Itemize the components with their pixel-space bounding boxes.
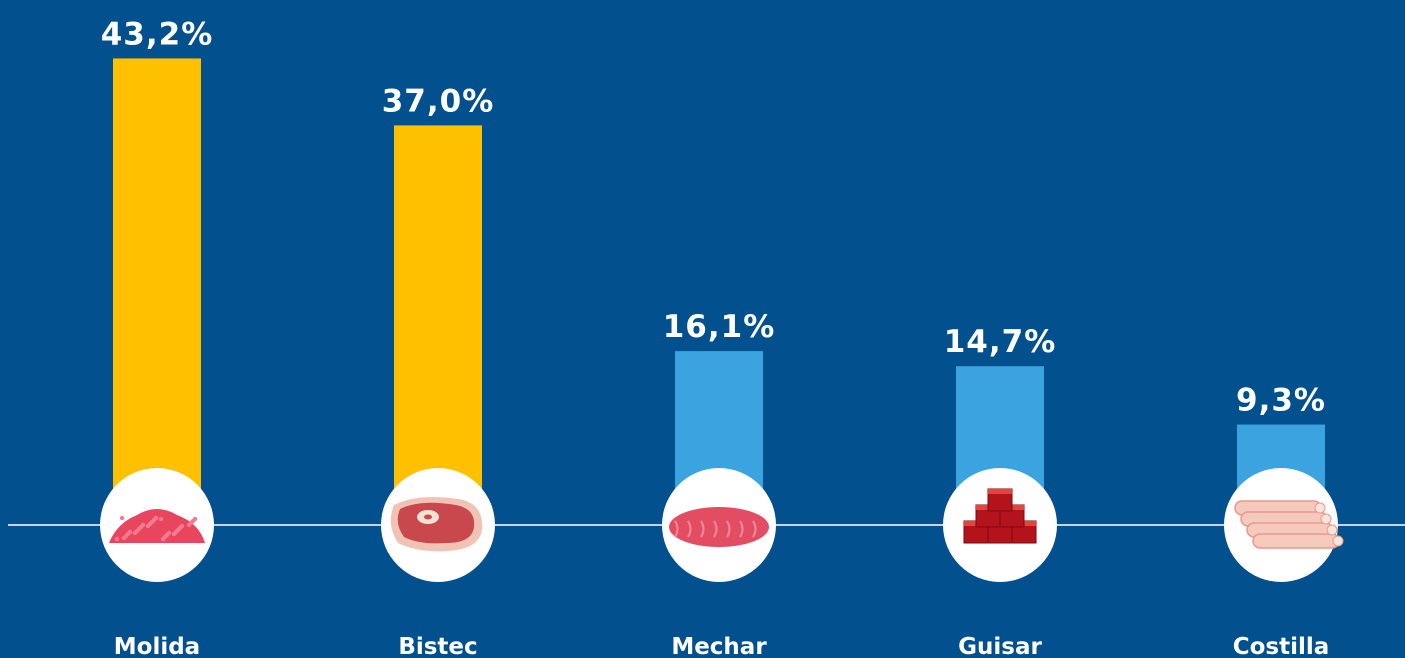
bar: [113, 58, 201, 525]
category-label: Molida: [114, 634, 200, 658]
value-label: 37,0%: [382, 83, 495, 119]
icon-detail: [146, 524, 150, 528]
icon-detail: [187, 523, 191, 527]
value-label: 16,1%: [663, 309, 776, 345]
category-label: Bistec: [398, 634, 477, 658]
icon-detail: [161, 537, 165, 541]
icon-shape: [1253, 534, 1339, 548]
bar: [394, 125, 482, 525]
value-label: 14,7%: [944, 324, 1057, 360]
value-label: 43,2%: [101, 16, 214, 52]
icon-detail: [133, 531, 137, 535]
icon-detail: [398, 503, 474, 544]
icon-detail: [1333, 536, 1343, 546]
meat-icon: [391, 497, 482, 551]
category-label: Mechar: [671, 634, 767, 658]
icon-shape: [669, 507, 769, 547]
value-label: 9,3%: [1236, 383, 1326, 419]
icon-detail: [1321, 514, 1331, 524]
icon-detail: [122, 536, 126, 540]
icon-detail: [115, 537, 119, 541]
icon-detail: [424, 515, 432, 520]
icon-detail: [988, 489, 1012, 494]
category-label: Guisar: [958, 634, 1042, 658]
icon-detail: [159, 517, 163, 521]
page: {"chart_data": {"type": "bar", "categori…: [0, 0, 1405, 658]
icon-detail: [172, 532, 176, 536]
meat-icon: [669, 507, 769, 547]
chart: 43,2% Molida 37,0% Bistec 16,1% Mechar 14,7% Gu…: [0, 0, 1405, 658]
icon-detail: [1315, 503, 1325, 513]
category-label: Costilla: [1233, 634, 1330, 658]
icon-detail: [120, 516, 124, 520]
icon-detail: [1327, 525, 1337, 535]
